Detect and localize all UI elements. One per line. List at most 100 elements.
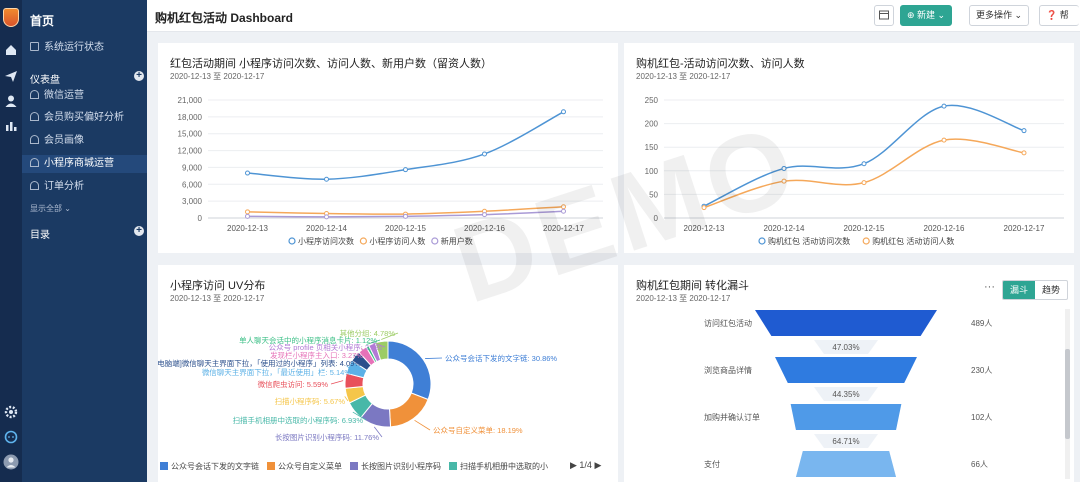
legend-label[interactable]: 扫描手机相册中选取的小 — [460, 462, 548, 471]
data-point — [701, 205, 707, 211]
header: 购机红包活动 Dashboard ⊕ 新建 ⌄ 更多操作 ⌄ ❓ 帮 — [147, 0, 1080, 32]
new-button[interactable]: ⊕ 新建 ⌄ — [900, 5, 953, 26]
help-button[interactable]: ❓ 帮 — [1039, 5, 1079, 26]
sidebar-group-catalog[interactable]: 目录 — [30, 230, 50, 241]
pie-label-line — [346, 365, 355, 373]
pie-label: 长按图片识别小程序码: 11.76% — [275, 432, 379, 442]
data-point — [403, 167, 408, 173]
gauge-icon — [30, 158, 39, 167]
pie-slice — [388, 392, 429, 428]
data-point — [324, 176, 329, 182]
funnel-stage-value: 102人 — [971, 413, 992, 422]
gauge-icon — [30, 135, 39, 144]
funnel-rate-label: 64.71% — [832, 437, 859, 446]
send-icon[interactable] — [3, 68, 19, 84]
pie-label: 单人聊天会话中的小程序消息卡片: 1.12% — [239, 335, 377, 345]
data-point — [1021, 128, 1027, 134]
scrollbar-track[interactable] — [1065, 309, 1070, 479]
data-point — [561, 109, 566, 115]
chat-icon[interactable] — [3, 429, 19, 445]
card-redpacket-visits: 购机红包-活动访问次数、访问人数 2020-12-13 至 2020-12-17… — [624, 43, 1074, 253]
home-icon[interactable] — [3, 42, 19, 58]
prev-page-icon[interactable]: ▶ — [570, 460, 580, 470]
data-point — [561, 204, 566, 210]
series-line — [703, 104, 1025, 207]
pie-label: [电脑端]微信聊天主界面下拉，「使用过的小程序」列表: 4.09% — [158, 358, 361, 368]
pie-label-line — [344, 396, 349, 402]
pie-label: 发现栏小程序主入口: 3.27% — [270, 350, 363, 360]
gear-icon[interactable] — [3, 404, 19, 420]
pie-label-line — [352, 411, 367, 421]
pie-legend: 公众号会话下发的文字链 公众号自定义菜单 长按图片识别小程序码 扫描手机相册中选取的小 — [152, 461, 548, 472]
pie-label: 扫描手机相册中选取的小程序码: 6.93% — [233, 415, 364, 425]
legend-marker — [288, 237, 296, 245]
data-point — [941, 137, 947, 143]
legend-label[interactable]: 长按图片识别小程序码 — [361, 462, 441, 471]
series-line — [703, 138, 1025, 209]
sidebar-item-persona[interactable]: 会员画像 — [22, 132, 147, 150]
data-point — [561, 208, 566, 214]
legend-pager-label: 1/4 — [579, 460, 592, 470]
card-title: 购机红包期间 转化漏斗 — [636, 280, 750, 292]
pie-label: 公众号 profile 页相关小程序: 2.6% — [269, 342, 383, 352]
card-title: 红包活动期间 小程序访问次数、访问人数、新用户数（留资人数） — [170, 58, 493, 70]
calendar-icon — [879, 10, 889, 20]
legend-swatch — [449, 462, 457, 470]
sidebar-item-miniprogram[interactable]: 小程序商城运营 — [22, 155, 147, 173]
bar-chart-icon[interactable] — [3, 118, 19, 134]
card-date-range: 2020-12-13 至 2020-12-17 — [170, 72, 265, 81]
funnel-stage — [775, 357, 917, 383]
card-title: 小程序访问 UV分布 — [170, 280, 266, 292]
add-catalog-icon[interactable]: + — [134, 226, 144, 236]
sidebar-menu: 首页 系统运行状态 仪表盘 + 微信运营 会员购买偏好分析 会员画像 小程序商城… — [22, 0, 147, 482]
y-tick-label: 200 — [645, 120, 659, 129]
line-chart-visits: 0 3,000 6,000 9,000 12,000 15,000 18,000 21,000… — [178, 96, 603, 246]
funnel-rate-bg — [814, 340, 878, 354]
funnel-rate-label: 47.03% — [832, 343, 859, 352]
show-all-link[interactable]: 显示全部 ⌄ — [30, 204, 71, 213]
funnel-rate-label: 44.35% — [832, 390, 859, 399]
pie-label: 其他分组: 4.78% — [340, 328, 396, 338]
sidebar-group-dashboard[interactable]: 仪表盘 — [30, 75, 60, 86]
funnel-tabs: 漏斗 趋势 — [1002, 280, 1068, 300]
tab-trend[interactable]: 趋势 — [1041, 285, 1060, 295]
legend-marker — [862, 237, 870, 245]
funnel-stage-label: 访问红包活动 — [704, 318, 752, 328]
tab-funnel[interactable]: 漏斗 — [1003, 281, 1035, 299]
more-options-icon[interactable]: ··· — [984, 281, 995, 293]
donut-chart-uv: 公众号会话下发的文字链: 30.86% 公众号自定义菜单: 18.19% 长按图片识… — [158, 328, 557, 442]
data-point — [482, 212, 487, 218]
sidebar-item-label: 小程序商城运营 — [44, 158, 114, 169]
user-icon[interactable] — [3, 93, 19, 109]
x-tick-label: 2020-12-15 — [385, 224, 426, 233]
funnel-stage-value: 230人 — [971, 366, 992, 375]
legend-label[interactable]: 公众号会话下发的文字链 — [171, 462, 259, 471]
sidebar-item-wechat[interactable]: 微信运营 — [22, 87, 147, 105]
funnel-stage — [755, 310, 937, 336]
data-point — [861, 161, 867, 167]
sidebar-home[interactable]: 首页 — [30, 14, 55, 28]
sidebar-item-system-status[interactable]: 系统运行状态 — [22, 39, 147, 57]
data-point — [403, 213, 408, 219]
avatar[interactable] — [3, 454, 19, 470]
sidebar-item-label: 微信运营 — [44, 90, 84, 101]
sidebar-item-orders[interactable]: 订单分析 — [22, 178, 147, 196]
next-page-icon[interactable]: ▶ — [591, 460, 602, 470]
add-dashboard-icon[interactable]: + — [134, 71, 144, 81]
help-icon: ❓ — [1046, 10, 1060, 20]
legend-swatch — [160, 462, 168, 470]
pie-label: 公众号会话下发的文字链: 30.86% — [445, 353, 557, 363]
more-actions-button[interactable]: 更多操作 ⌄ — [969, 5, 1030, 26]
legend-pager[interactable]: ▶ 1/4 ▶ — [570, 460, 601, 471]
x-tick-label: 2020-12-13 — [684, 224, 725, 233]
y-tick-label: 100 — [645, 167, 659, 176]
pie-label: 微信聊天主界面下拉，「最近使用」栏: 5.14% — [202, 367, 352, 377]
legend-label[interactable]: 公众号自定义菜单 — [278, 462, 342, 471]
scrollbar-thumb[interactable] — [1065, 349, 1070, 439]
dashboard-icon — [30, 42, 39, 51]
x-tick-label: 2020-12-14 — [306, 224, 347, 233]
date-picker-button[interactable] — [874, 5, 894, 26]
pie-slice — [374, 340, 389, 361]
sidebar-item-preference[interactable]: 会员购买偏好分析 — [22, 109, 147, 127]
plus-circle-icon: ⊕ — [907, 10, 918, 20]
